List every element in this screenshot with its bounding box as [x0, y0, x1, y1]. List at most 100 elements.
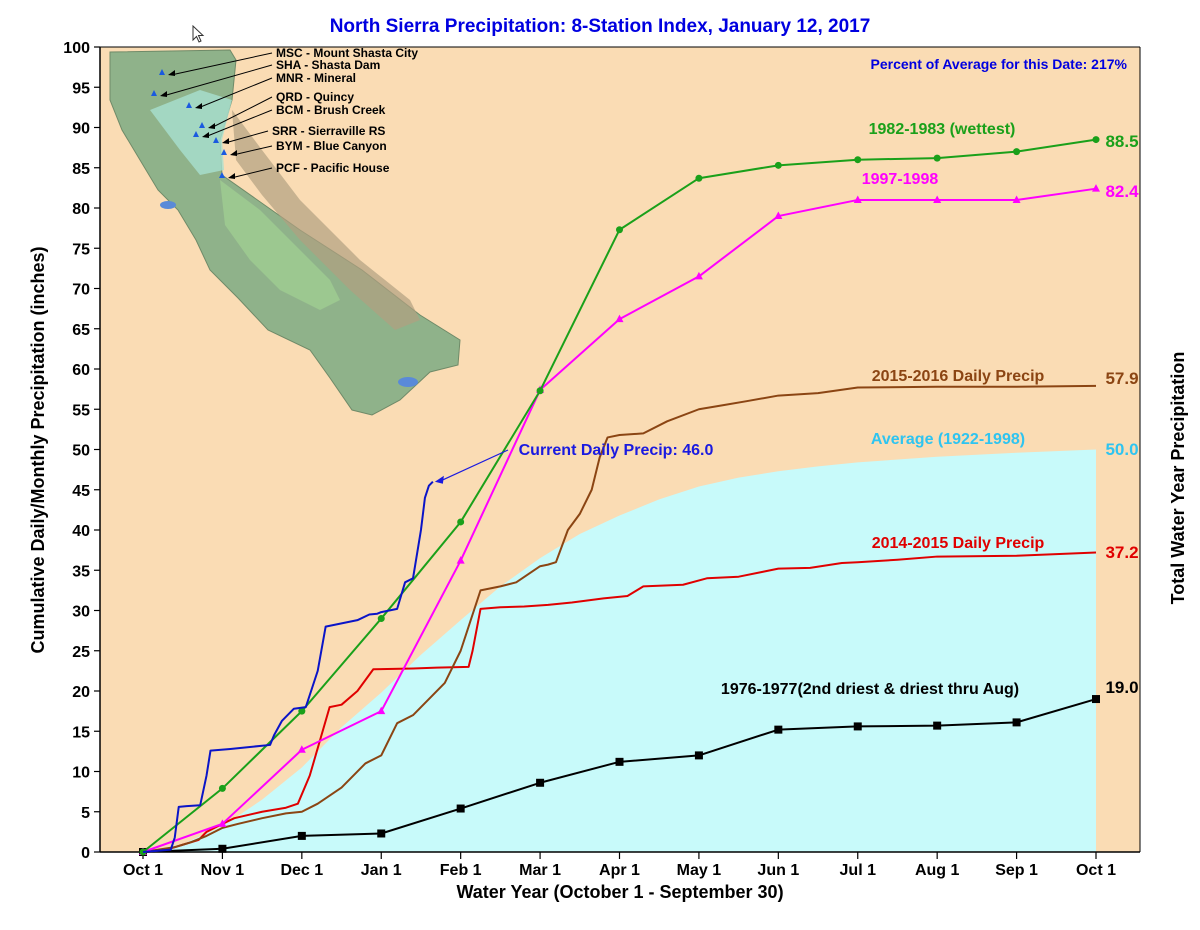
1997-1998-point [218, 819, 227, 827]
1976-1977-point [774, 725, 783, 734]
1982-1983-point [616, 226, 623, 234]
basin-highlight [150, 90, 232, 175]
station-arrow [170, 52, 273, 76]
1976-1977-point [933, 721, 942, 730]
1976-1977-point [694, 751, 703, 760]
station-arrow [197, 77, 273, 109]
1976-1977-point [853, 722, 862, 731]
y-tick-label: 75 [72, 241, 90, 258]
y-tick-label: 45 [72, 483, 90, 500]
y-tick-label: 40 [72, 523, 90, 540]
y-tick-label: 55 [72, 402, 90, 419]
1997-1998-label: 1997-1998 [862, 171, 939, 188]
y-tick-label: 80 [72, 201, 90, 218]
1982-1983-point [298, 707, 306, 715]
sierra-range [232, 110, 420, 330]
series-layer: Average (1922-1998) 50.0 1976-1977(2nd dri… [139, 121, 1139, 856]
y-tick-label: 50 [72, 443, 90, 460]
2014-2015-daily-precip-label: 2014-2015 Daily Precip [872, 535, 1045, 552]
1997-1998-point [456, 556, 465, 564]
station-marker [193, 131, 199, 137]
1976-1977-label: 1976-1977(2nd driest & driest thru Aug) [721, 681, 1019, 698]
current-arrowhead [434, 475, 444, 484]
1982-1983-point [377, 615, 385, 623]
2014-2015-daily-precip-line [142, 551, 1097, 853]
salton-water [398, 377, 418, 387]
2014-2015-daily-precip-end-value: 37.2 [1105, 543, 1138, 562]
1976-1977-point [615, 757, 624, 766]
y-tick-label: 90 [72, 121, 90, 138]
1982-1983-point [1092, 136, 1100, 144]
station-label: SHA - Shasta Dam [276, 58, 380, 72]
2015-2016-daily-precip-label: 2015-2016 Daily Precip [872, 368, 1045, 385]
1976-1977-point [1092, 695, 1100, 704]
2015-2016-daily-precip-end-value: 57.9 [1105, 369, 1138, 388]
1976-1977-end-value: 19.0 [1105, 678, 1138, 697]
1976-1977-point [536, 778, 545, 787]
1982-1983-point [218, 784, 226, 792]
y-tick-label: 30 [72, 604, 90, 621]
1997-1998-point [297, 745, 306, 753]
right-axis-label: Total Water Year Precipitation [1168, 352, 1188, 605]
mouse-cursor-icon [192, 25, 205, 43]
y-tick-label: 0 [81, 845, 90, 862]
station-marker [199, 122, 205, 128]
1976-1977-point [297, 831, 306, 840]
x-tick-label: Jan 1 [361, 862, 402, 879]
x-tick-label: Feb 1 [440, 862, 482, 879]
y-tick-label: 85 [72, 161, 90, 178]
average-area [143, 449, 1096, 852]
station-label: MNR - Mineral [276, 71, 356, 85]
y-tick-label: 65 [72, 322, 90, 339]
station-label: BCM - Brush Creek [276, 103, 386, 117]
1982-1983-point [695, 174, 703, 182]
average-1922-1998-end-value: 50.0 [1105, 440, 1138, 459]
station-marker [221, 149, 227, 155]
1982-1983-point [536, 387, 544, 395]
1997-1998-point [694, 271, 703, 280]
station-label: PCF - Pacific House [276, 161, 390, 175]
1976-1977-point [456, 804, 465, 813]
1976-1977-point [1012, 718, 1021, 727]
y-tick-label: 35 [72, 563, 90, 580]
1997-1998-point [377, 706, 386, 715]
x-tick-label: Dec 1 [280, 862, 323, 879]
station-arrowhead [160, 91, 167, 97]
x-tick-label: Apr 1 [599, 862, 640, 879]
station-arrow [224, 130, 269, 144]
x-tick-label: Jun 1 [757, 862, 799, 879]
y-tick-label: 95 [72, 80, 90, 97]
1997-1998-point [774, 211, 783, 220]
x-tick-label: May 1 [677, 862, 722, 879]
station-arrowhead [228, 173, 235, 179]
x-axis-label: Water Year (October 1 - September 30) [456, 882, 783, 902]
y-tick-label: 10 [72, 765, 90, 782]
station-label: QRD - Quincy [276, 90, 354, 104]
station-arrow [204, 109, 273, 138]
y-tick-label: 5 [81, 805, 90, 822]
station-marker [219, 172, 225, 178]
1997-1998-point [1012, 195, 1021, 203]
1982-1983-label: 1982-1983 (wettest) [869, 121, 1016, 138]
station-arrow [230, 167, 273, 179]
x-tick-label: Jul 1 [840, 862, 877, 879]
current-daily-precip-label: Current Daily Precip: 46.0 [519, 442, 714, 459]
1982-1983-point [1013, 148, 1021, 156]
1997-1998-end-value: 82.4 [1105, 182, 1139, 201]
chart-title: North Sierra Precipitation: 8-Station In… [330, 16, 871, 37]
y-tick-label: 70 [72, 282, 90, 299]
percent-of-average: Percent of Average for this Date: 217% [871, 56, 1128, 72]
1997-1998-point [1092, 184, 1100, 192]
y-tick-label: 20 [72, 684, 90, 701]
station-marker [213, 137, 219, 143]
station-arrowhead [222, 138, 229, 144]
average-1922-1998-label: Average (1922-1998) [871, 431, 1025, 448]
1997-1998-point [933, 195, 942, 203]
station-label: BYM - Blue Canyon [276, 139, 387, 153]
x-tick-label: Aug 1 [915, 862, 960, 879]
bay-water [160, 201, 176, 209]
y-tick-label: 25 [72, 644, 90, 661]
y-axis-label: Cumulative Daily/Monthly Precipitation (… [28, 246, 48, 653]
station-arrow [162, 64, 273, 97]
